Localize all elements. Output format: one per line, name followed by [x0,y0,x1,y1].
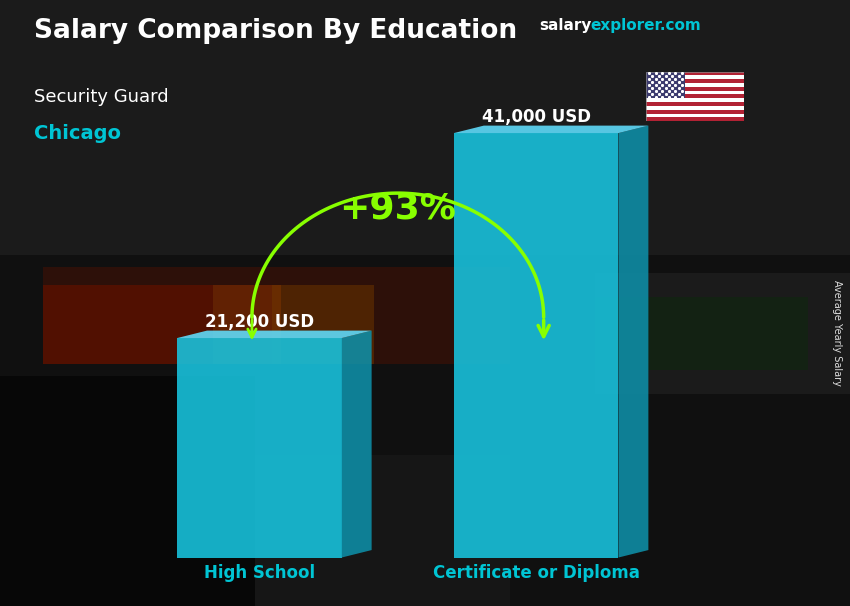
Bar [255,454,510,606]
Polygon shape [454,133,619,558]
Bar [212,285,280,370]
Bar [646,98,744,102]
Bar [595,273,850,394]
Text: Security Guard: Security Guard [34,88,168,106]
Bar [0,364,850,606]
Bar [646,113,744,118]
Polygon shape [177,331,371,338]
Text: salary: salary [540,18,592,33]
Text: Salary Comparison By Education: Salary Comparison By Education [34,18,517,44]
Bar [646,110,744,113]
Bar [646,118,744,121]
Polygon shape [619,125,649,558]
Text: +93%: +93% [339,191,456,225]
Polygon shape [342,331,371,558]
Text: Average Yearly Salary: Average Yearly Salary [832,281,842,386]
Bar [646,91,744,95]
Bar [42,285,212,370]
Bar [646,72,744,75]
Bar [646,87,744,91]
Bar [646,72,685,98]
Text: 21,200 USD: 21,200 USD [205,313,314,331]
Bar [646,106,744,110]
Text: Certificate or Diploma: Certificate or Diploma [433,564,639,582]
Bar [646,75,744,79]
Bar [272,285,374,370]
Bar [646,83,744,87]
Polygon shape [454,125,649,133]
Bar [0,255,850,376]
Bar [42,267,510,376]
Bar [0,0,850,273]
Text: Chicago: Chicago [34,124,121,143]
Bar [646,95,744,98]
Bar [646,102,744,106]
Bar [0,376,255,606]
Bar [646,79,744,83]
Bar [595,297,808,370]
Text: High School: High School [204,564,315,582]
Polygon shape [177,338,342,558]
Text: 41,000 USD: 41,000 USD [482,108,591,125]
Text: explorer.com: explorer.com [591,18,701,33]
